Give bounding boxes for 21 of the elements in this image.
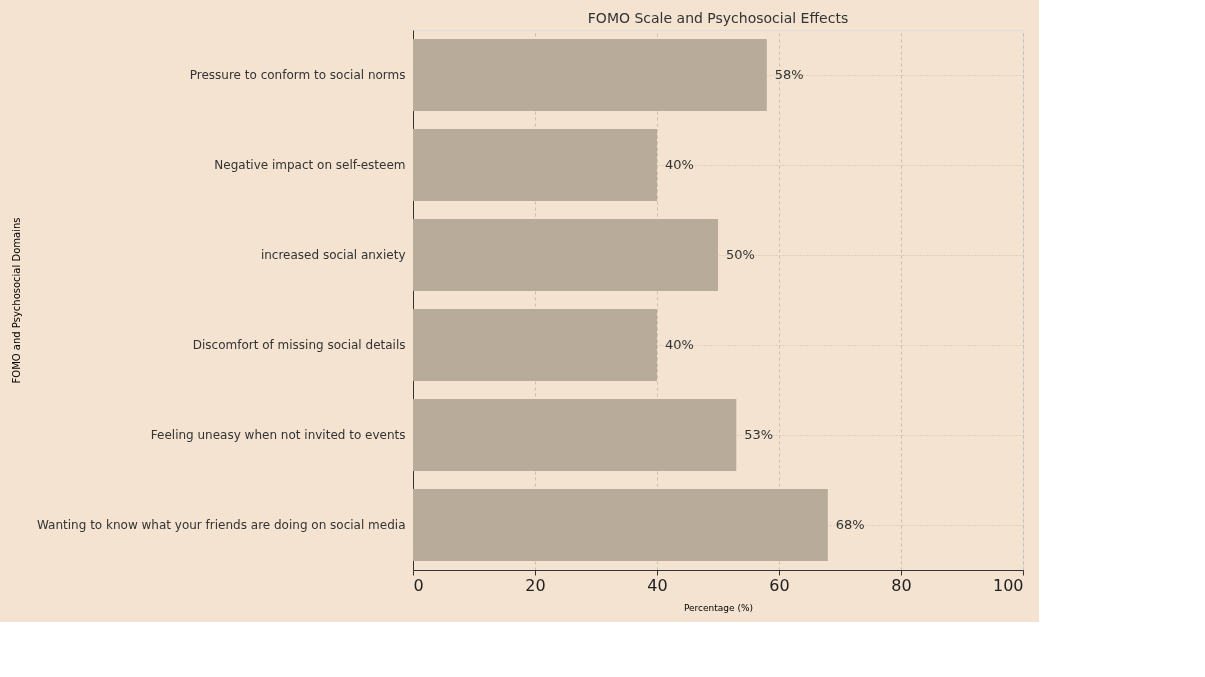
x-tick-label: 40 <box>647 575 668 595</box>
chart-title: FOMO Scale and Psychosocial Effects <box>587 10 849 26</box>
data-label: 40% <box>665 337 694 352</box>
x-tick-label: 80 <box>891 575 912 595</box>
y-tick-label: Feeling uneasy when not invited to events <box>150 428 406 442</box>
y-tick-label: Pressure to conform to social norms <box>189 68 406 82</box>
data-label: 68% <box>835 517 865 532</box>
y-tick-label: Discomfort of missing social details <box>192 338 406 352</box>
y-tick-label: Negative impact on self-esteem <box>214 158 406 172</box>
data-label: 50% <box>726 247 755 262</box>
x-tick-label: 0 <box>413 575 424 595</box>
data-label: 53% <box>744 427 774 442</box>
data-label: 40% <box>665 157 694 172</box>
x-tick-label: 100 <box>992 575 1024 595</box>
y-tick-label: Wanting to know what your friends are doing on social media <box>37 518 406 532</box>
data-label: 58% <box>774 67 804 82</box>
y-axis-title: FOMO and Psychosocial Domains <box>10 217 22 384</box>
x-tick-label: 20 <box>525 575 546 595</box>
x-axis-title: Percentage (%) <box>683 602 754 613</box>
y-tick-label: increased social anxiety <box>260 248 406 262</box>
x-tick-label: 60 <box>769 575 790 595</box>
